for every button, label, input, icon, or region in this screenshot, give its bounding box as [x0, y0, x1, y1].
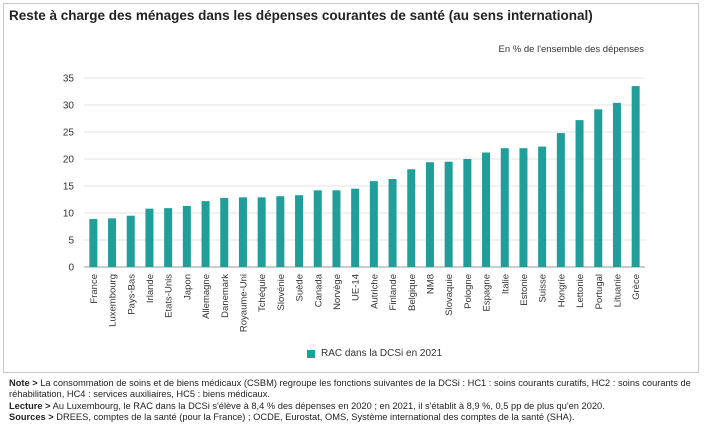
x-tick-label: Japon [182, 274, 193, 300]
x-axis-labels: France Luxembourg Pays-Bas Irlande Etats-Uni… [89, 273, 642, 332]
bar [369, 181, 378, 267]
y-tick-label: 30 [63, 101, 75, 112]
bar [126, 215, 135, 267]
lecture-line: Lecture > Au Luxembourg, le RAC dans la … [9, 400, 605, 411]
bar [500, 148, 509, 267]
x-tick-label: UE-14 [351, 274, 362, 301]
bar [425, 162, 434, 267]
notes-block: Note > La consommation de soins et de bi… [9, 378, 699, 424]
x-tick-label: Suisse [538, 274, 549, 303]
x-tick-label: Pays-Bas [126, 274, 137, 315]
x-tick-label: Hongrie [556, 274, 567, 307]
x-tick-label: Royaume-Uni [238, 274, 249, 332]
bar [164, 208, 173, 267]
note-line: Note > La consommation de soins et de bi… [9, 378, 691, 400]
x-tick-label: France [89, 274, 100, 304]
legend: RAC dans la DCSi en 2021 [307, 348, 442, 359]
bar [257, 197, 266, 267]
bar [89, 218, 98, 267]
y-tick-label: 15 [63, 182, 75, 193]
bar [594, 109, 603, 267]
bar [463, 159, 472, 267]
bar [482, 152, 491, 267]
bar [538, 146, 547, 267]
x-tick-label: Estonie [519, 274, 530, 306]
sources-line: Sources > DREES, comptes de la santé (po… [9, 412, 575, 423]
gridlines [84, 77, 645, 268]
y-tick-label: 25 [63, 128, 75, 139]
x-tick-label: Allemagne [201, 274, 212, 319]
y-tick-label: 10 [63, 209, 75, 220]
bar [276, 196, 285, 267]
bar [238, 197, 247, 267]
x-tick-label: Luxembourg [108, 274, 119, 327]
bar [388, 178, 397, 267]
x-tick-label: Suède [295, 274, 306, 301]
x-tick-label: NM8 [425, 274, 436, 294]
bar [556, 133, 565, 267]
bar [351, 188, 360, 267]
x-tick-label: Espagne [482, 274, 493, 312]
x-tick-label: Portugal [594, 274, 605, 309]
x-tick-label: Norvège [332, 274, 343, 310]
bar [332, 190, 341, 267]
x-tick-label: Tchéquie [257, 274, 268, 312]
x-tick-label: Danemark [220, 274, 231, 318]
bar [295, 195, 304, 267]
bar [612, 102, 621, 267]
x-tick-label: Grèce [631, 274, 642, 300]
x-tick-label: Slovaquie [444, 274, 455, 316]
chart-frame [3, 3, 699, 373]
bars [89, 86, 640, 268]
y-tick-label: 5 [68, 236, 74, 247]
bar [220, 197, 229, 267]
x-tick-label: Lituanie [612, 274, 623, 307]
y-tick-label: 0 [68, 263, 74, 274]
x-tick-label: Belgique [407, 274, 418, 311]
chart-title: Reste à charge des ménages dans les dépe… [9, 8, 593, 23]
bar [201, 201, 210, 267]
bar [313, 190, 322, 267]
x-tick-label: Slovénie [276, 274, 287, 310]
y-tick-label: 35 [63, 74, 75, 85]
x-tick-label: Finlande [388, 274, 399, 310]
x-tick-label: Etats-Unis [164, 274, 175, 318]
bar [108, 218, 117, 267]
bar [444, 161, 453, 267]
legend-label: RAC dans la DCSi en 2021 [321, 348, 443, 359]
bar [519, 148, 528, 267]
bar [575, 120, 584, 268]
x-tick-label: Lettonie [575, 274, 586, 308]
y-axis-ticks: 0 5 10 15 20 25 30 35 [63, 74, 75, 274]
bar [631, 86, 640, 267]
bar [145, 208, 154, 267]
bar [182, 205, 191, 267]
x-tick-label: Italie [500, 274, 511, 294]
x-tick-label: Autriche [369, 274, 380, 309]
bar [407, 169, 416, 267]
legend-swatch [307, 349, 315, 358]
x-tick-label: Irlande [145, 274, 156, 303]
x-tick-label: Pologne [463, 274, 474, 309]
y-tick-label: 20 [63, 155, 75, 166]
x-tick-label: Canada [313, 273, 324, 307]
unit-label: En % de l'ensemble des dépenses [498, 44, 644, 55]
